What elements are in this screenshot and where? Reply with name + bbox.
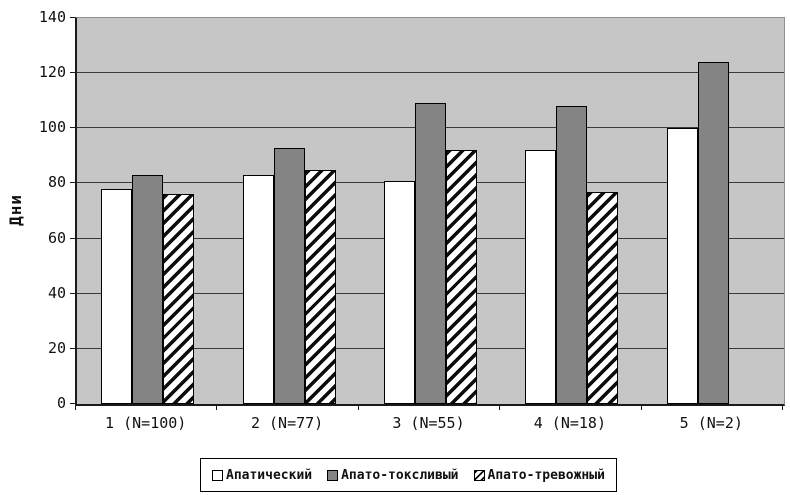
y-tick-mark <box>70 72 75 74</box>
bar-gray <box>697 62 729 404</box>
plot-area <box>75 17 785 406</box>
x-tick-mark <box>782 405 783 410</box>
legend-swatch-white <box>212 469 223 481</box>
bar-hatch <box>163 194 195 404</box>
legend-item: Апатический <box>212 468 312 483</box>
y-tick-mark <box>70 17 75 18</box>
legend: Апатический Апато-токсливый Апато-тревожны… <box>200 458 617 492</box>
y-tick-mark <box>70 182 75 184</box>
y-tick-mark <box>70 347 75 349</box>
bar-hatch <box>304 169 336 404</box>
bar-gray <box>415 103 446 404</box>
x-tick-label: 3 (N=55) <box>392 414 465 432</box>
y-tick-mark <box>70 403 75 404</box>
bar-hatch <box>587 191 619 404</box>
y-tick-label: 40 <box>47 283 66 302</box>
legend-item: Апато-тревожный <box>473 467 605 483</box>
legend-label: Апато-тревожный <box>487 467 605 483</box>
y-tick-label: 0 <box>56 394 66 412</box>
bar-white <box>666 128 698 404</box>
x-tick-mark <box>499 405 501 410</box>
x-tick-label: 1 (N=100) <box>105 414 187 432</box>
y-tick-mark <box>70 237 75 239</box>
y-tick-label: 80 <box>47 173 66 192</box>
bar-white <box>101 188 133 404</box>
legend-swatch-hatch <box>473 469 485 481</box>
y-tick-label: 60 <box>47 228 66 247</box>
bar-gray <box>132 175 164 404</box>
y-tick-mark <box>70 292 75 294</box>
bar-white <box>384 180 415 404</box>
y-axis-title: Дни <box>5 194 25 226</box>
y-tick-label: 20 <box>47 338 66 357</box>
bar-hatch <box>446 150 477 404</box>
bar-white <box>242 175 274 404</box>
bar-gray <box>273 147 305 404</box>
x-tick-mark <box>640 405 642 410</box>
y-tick-label: 100 <box>38 118 66 137</box>
x-tick-label: 4 (N=18) <box>533 414 606 432</box>
x-tick-mark <box>216 405 218 410</box>
bar-white <box>525 150 557 404</box>
bar-gray <box>556 106 588 404</box>
y-tick-label: 140 <box>38 8 66 26</box>
legend-label: Апато-токсливый <box>341 467 459 483</box>
x-tick-mark <box>357 405 359 410</box>
x-tick-label: 5 (N=2) <box>679 414 743 432</box>
x-tick-label: 2 (N=77) <box>250 414 324 432</box>
y-tick-label: 120 <box>38 63 66 82</box>
x-tick-mark <box>75 405 76 410</box>
legend-item: Апато-токсливый <box>327 467 459 483</box>
gridline <box>77 72 784 74</box>
legend-label: Апатический <box>226 467 313 483</box>
legend-swatch-gray <box>327 469 339 481</box>
y-tick-mark <box>70 127 75 129</box>
